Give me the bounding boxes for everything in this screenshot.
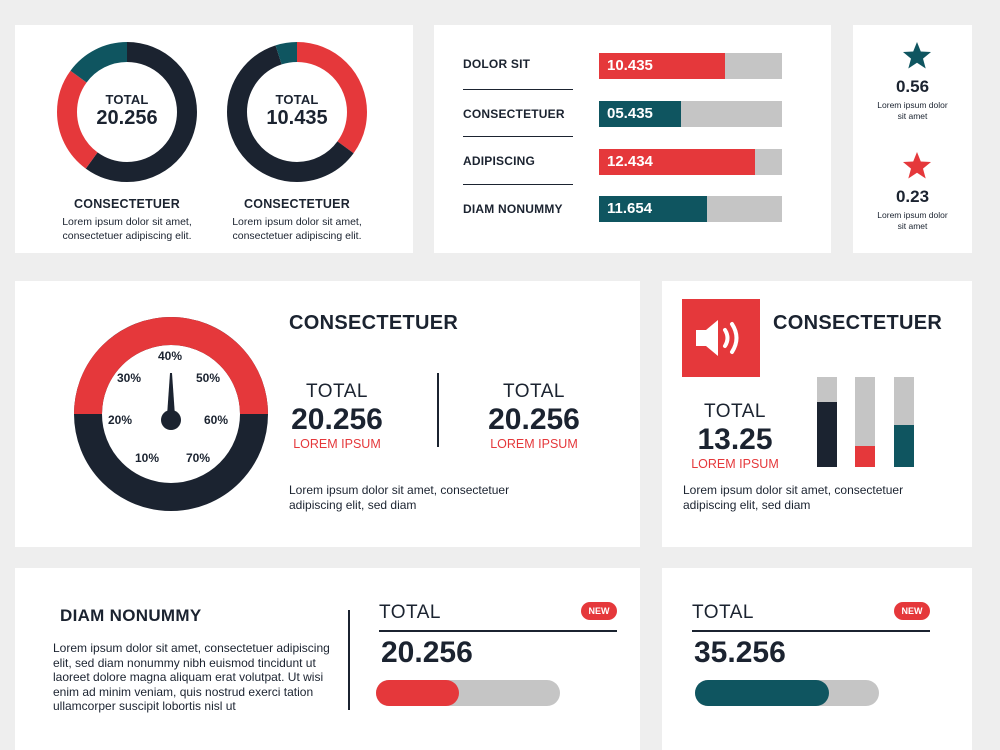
total-value: 20.256 <box>381 636 473 669</box>
bar-fill: 05.435 <box>599 101 682 127</box>
donut-title: CONSECTETUER <box>74 197 180 211</box>
speaker-card: CONSECTETUER TOTAL 13.25 LOREM IPSUM Lor… <box>662 281 972 547</box>
donut-total-value: 10.435 <box>266 107 328 129</box>
gauge-hub <box>161 410 181 430</box>
paragraph-line: ullamcorper suscipit lobortis nisl ut <box>53 699 236 713</box>
total-label: TOTAL <box>306 381 368 402</box>
star-desc-line: sit amet <box>897 221 928 231</box>
donut-total-value: 20.256 <box>96 107 158 129</box>
total-subtitle: LOREM IPSUM <box>293 437 381 451</box>
donut-segment <box>227 42 367 182</box>
total-label: TOTAL <box>704 401 766 422</box>
donut-title: CONSECTETUER <box>244 197 350 211</box>
vertical-bar <box>894 377 914 467</box>
star-desc-line: sit amet <box>897 111 928 121</box>
gauge-scale-label: 70% <box>186 451 211 465</box>
total-value: 20.256 <box>291 403 383 436</box>
speaker-card-title: CONSECTETUER <box>773 312 943 334</box>
bar-label: ADIPISCING <box>463 154 536 168</box>
donut-desc-line: consectetuer adipiscing elit. <box>232 230 362 242</box>
donut-chart-2 <box>227 42 367 182</box>
gauge-scale-label: 10% <box>135 451 160 465</box>
bar-track: 11.654 <box>599 196 782 222</box>
vertical-bar <box>817 377 837 467</box>
gauge-chart <box>74 317 268 511</box>
progress-fill <box>695 680 830 706</box>
donut-segment <box>57 42 197 182</box>
gauge-needle <box>167 373 175 416</box>
star-desc-line: Lorem ipsum dolor <box>877 100 948 110</box>
star-value: 0.23 <box>895 187 930 206</box>
total-underline <box>379 630 617 632</box>
vertical-bar-fill <box>894 424 914 467</box>
vertical-bar-fill <box>817 402 837 467</box>
donut-desc-line: Lorem ipsum dolor sit amet, <box>62 216 192 228</box>
star-desc-line: Lorem ipsum dolor <box>877 210 948 220</box>
bar-fill: 12.434 <box>599 149 755 175</box>
donut-segment <box>57 42 197 182</box>
gauge-scale-label: 20% <box>108 413 133 427</box>
gauge-card: 40% 30% 50% 20% 60% 10% 70% CONSECTETUER… <box>15 281 640 547</box>
star-icon <box>903 152 931 179</box>
new-badge: NEW <box>581 602 617 620</box>
paragraph-line: Lorem ipsum dolor sit amet, consectetuer <box>289 483 510 497</box>
gauge-scale-label: 30% <box>117 371 142 385</box>
gauge-card-title: CONSECTETUER <box>289 312 459 334</box>
bar-track: 05.435 <box>599 101 782 127</box>
bar-track: 12.434 <box>599 149 782 175</box>
bar-label: DOLOR SIT <box>463 57 531 71</box>
donut-desc-line: consectetuer adipiscing elit. <box>62 230 192 242</box>
total-value: 20.256 <box>488 403 580 436</box>
vertical-divider <box>348 610 350 710</box>
paragraph-line: laoreet dolore magna aliquam erat volutp… <box>53 670 324 684</box>
total-card: TOTAL NEW 35.256 <box>662 568 972 750</box>
donut-total-label: TOTAL <box>275 92 319 107</box>
bar-label: DIAM NONUMMY <box>463 202 563 216</box>
total-subtitle: LOREM IPSUM <box>490 437 578 451</box>
vertical-bar-fill <box>855 446 875 467</box>
new-badge: NEW <box>894 602 930 620</box>
total-label: TOTAL <box>379 602 441 623</box>
bar-track: 10.435 <box>599 53 782 79</box>
bar-divider <box>463 89 573 90</box>
donut-segment <box>227 42 367 182</box>
donut-card: TOTAL 20.256 CONSECTETUER Lorem ipsum do… <box>15 25 413 253</box>
paragraph-line: elit, sed diam nonummy nibh euismod tinc… <box>53 655 316 670</box>
progress-track <box>695 680 879 706</box>
paragraph-line: Lorem ipsum dolor sit amet, consectetuer… <box>53 641 330 655</box>
paragraph-line: Lorem ipsum dolor sit amet, consectetuer <box>683 483 904 497</box>
text-card: DIAM NONUMMY Lorem ipsum dolor sit amet,… <box>15 568 640 750</box>
text-card-title: DIAM NONUMMY <box>60 606 202 625</box>
vertical-bar <box>855 377 875 467</box>
total-subtitle: LOREM IPSUM <box>691 457 779 471</box>
paragraph-line: enim ad minim veniam, quis nostrud exerc… <box>53 684 314 699</box>
total-value: 13.25 <box>697 423 773 456</box>
totals-divider <box>437 373 439 447</box>
star-value: 0.56 <box>895 77 930 96</box>
donut-total-label: TOTAL <box>105 92 149 107</box>
progress-fill <box>376 680 459 706</box>
bar-label: CONSECTETUER <box>463 107 565 121</box>
star-icon <box>903 42 931 69</box>
bar-divider <box>463 184 573 185</box>
stars-card: 0.56 Lorem ipsum dolor sit amet 0.23 Lor… <box>853 25 972 253</box>
donut-chart-1 <box>57 42 197 182</box>
total-underline <box>692 630 930 632</box>
total-label: TOTAL <box>503 381 565 402</box>
bar-fill: 11.654 <box>599 196 707 222</box>
gauge-scale-label: 40% <box>158 349 183 363</box>
bars-card: DOLOR SIT 10.435 CONSECTETUER 05.435 ADI… <box>434 25 831 253</box>
donut-desc-line: Lorem ipsum dolor sit amet, <box>232 216 362 228</box>
paragraph-line: adipiscing elit, sed diam <box>683 498 811 512</box>
speaker-icon <box>682 299 760 377</box>
total-label: TOTAL <box>692 602 754 623</box>
paragraph-line: adipiscing elit, sed diam <box>289 498 417 512</box>
total-value: 35.256 <box>694 636 786 669</box>
gauge-scale-label: 50% <box>196 371 221 385</box>
bar-divider <box>463 136 573 137</box>
bar-fill: 10.435 <box>599 53 726 79</box>
gauge-scale-label: 60% <box>204 413 229 427</box>
progress-track <box>376 680 560 706</box>
